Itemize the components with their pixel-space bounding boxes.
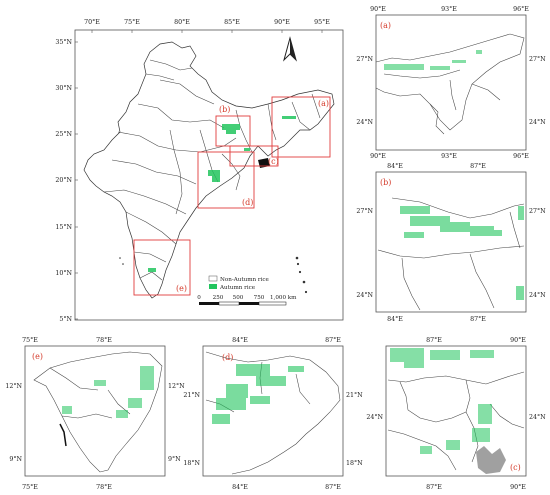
panel-e: 75°E 78°E 75°E 78°E 12°N 9°N 12°N 9°N (e… bbox=[5, 337, 185, 491]
map-legend: Non-Autumn rice Autumn rice bbox=[208, 275, 270, 291]
main-lon-tick: 75°E bbox=[124, 19, 140, 26]
panel-a-right-tick: 27°N bbox=[529, 56, 546, 63]
panel-label: (d) bbox=[222, 353, 233, 362]
panel-d-bottom-tick: 87°E bbox=[325, 484, 341, 491]
main-lat-tick: 10°N bbox=[55, 270, 72, 277]
panel-b-frame bbox=[375, 171, 527, 313]
panel-d-bottom-tick: 84°E bbox=[232, 484, 248, 491]
panel-d-left-tick: 18°N bbox=[183, 460, 200, 467]
panel-e-top-tick: 78°E bbox=[96, 337, 112, 344]
main-lat-tick: 30°N bbox=[55, 85, 72, 92]
panel-b-right-tick: 27°N bbox=[529, 208, 546, 215]
panel-c-bottom-tick: 87°E bbox=[426, 484, 442, 491]
panel-e-left-tick: 12°N bbox=[5, 383, 22, 390]
panel-c-left-tick: 24°N bbox=[366, 414, 383, 421]
panel-a-left-tick: 24°N bbox=[356, 119, 373, 126]
main-lon-tick: 70°E bbox=[84, 19, 100, 26]
region-box-label: (a) bbox=[318, 99, 329, 108]
panel-e-top-tick: 75°E bbox=[22, 337, 38, 344]
panel-a: 90°E 93°E 96°E 90°E 93°E 96°E 27°N 24°N … bbox=[356, 6, 546, 160]
region-box-e bbox=[133, 239, 191, 296]
panel-b-left-tick: 24°N bbox=[356, 292, 373, 299]
scale-label: 500 bbox=[233, 295, 244, 301]
panel-a-top-tick: 96°E bbox=[513, 6, 529, 13]
panel-c-right-tick: 24°N bbox=[529, 414, 546, 421]
panel-label: (a) bbox=[380, 21, 391, 30]
main-lat-tick: 5°N bbox=[59, 316, 72, 323]
main-lon-tick: 80°E bbox=[174, 19, 190, 26]
panel-b-top-tick: 87°E bbox=[470, 163, 486, 170]
legend-swatch-non-autumn bbox=[208, 275, 218, 282]
scale-bar: 0 250 500 750 1,000 km bbox=[197, 295, 297, 306]
panel-d: 84°E 87°E 84°E 87°E 21°N 18°N 21°N 18°N … bbox=[183, 337, 363, 491]
panel-a-top-tick: 93°E bbox=[441, 6, 457, 13]
legend-label: Autumn rice bbox=[219, 285, 256, 291]
panel-a-bottom-tick: 96°E bbox=[513, 153, 529, 160]
main-lat-tick: 25°N bbox=[55, 131, 72, 138]
panel-label: (c) bbox=[510, 463, 521, 472]
panel-e-left-tick: 9°N bbox=[9, 456, 22, 463]
region-box-a bbox=[271, 96, 331, 158]
scale-label: 250 bbox=[213, 295, 224, 301]
panel-c-bottom-tick: 90°E bbox=[510, 484, 526, 491]
panel-e-frame bbox=[24, 345, 166, 477]
region-box-label: (d) bbox=[242, 198, 253, 207]
panel-e-right-tick: 9°N bbox=[168, 456, 181, 463]
panel-b-top-tick: 84°E bbox=[387, 163, 403, 170]
main-lon-tick: 90°E bbox=[274, 19, 290, 26]
panel-e-bottom-tick: 75°E bbox=[22, 484, 38, 491]
panel-d-top-tick: 87°E bbox=[325, 337, 341, 344]
panel-label: (e) bbox=[32, 352, 43, 361]
main-lon-tick: 95°E bbox=[314, 19, 330, 26]
legend-label: Non-Autumn rice bbox=[220, 277, 270, 283]
panel-c: 87°E 90°E 87°E 90°E 24°N 24°N (c) bbox=[366, 337, 546, 491]
panel-d-right-tick: 21°N bbox=[346, 392, 363, 399]
scale-label: 750 bbox=[254, 295, 265, 301]
panel-e-bottom-tick: 78°E bbox=[96, 484, 112, 491]
scale-label: 1,000 km bbox=[270, 295, 297, 301]
panel-b-left-tick: 27°N bbox=[356, 208, 373, 215]
panel-b: 84°E 87°E 84°E 87°E 27°N 24°N 27°N 24°N … bbox=[356, 163, 546, 323]
panel-a-right-tick: 24°N bbox=[529, 119, 546, 126]
main-lat-tick: 15°N bbox=[55, 224, 72, 231]
scale-label: 0 bbox=[197, 295, 201, 301]
panel-a-top-tick: 90°E bbox=[370, 6, 386, 13]
panel-e-right-tick: 12°N bbox=[168, 383, 185, 390]
panel-a-frame bbox=[375, 14, 527, 151]
panel-c-top-tick: 90°E bbox=[510, 337, 526, 344]
panel-b-bottom-tick: 87°E bbox=[470, 316, 486, 323]
panel-a-bottom-tick: 90°E bbox=[370, 153, 386, 160]
region-box-label: (b) bbox=[219, 105, 230, 114]
panel-d-left-tick: 21°N bbox=[183, 392, 200, 399]
panel-d-frame bbox=[202, 345, 344, 477]
main-map: 70°E 75°E 80°E 85°E 90°E 95°E 35°N 30°N … bbox=[55, 19, 344, 323]
legend-swatch-autumn bbox=[209, 284, 217, 289]
panel-b-bottom-tick: 84°E bbox=[387, 316, 403, 323]
main-lat-tick: 20°N bbox=[55, 177, 72, 184]
panel-label: (b) bbox=[380, 178, 391, 187]
panel-d-right-tick: 18°N bbox=[346, 460, 363, 467]
region-box-label: (e) bbox=[176, 284, 187, 293]
panel-d-top-tick: 84°E bbox=[232, 337, 248, 344]
north-arrow-icon bbox=[283, 36, 297, 62]
panel-b-right-tick: 24°N bbox=[529, 292, 546, 299]
panel-a-left-tick: 27°N bbox=[356, 56, 373, 63]
main-lon-tick: 85°E bbox=[224, 19, 240, 26]
region-box-d bbox=[197, 151, 255, 209]
region-box-label: (c) bbox=[268, 157, 279, 166]
panel-a-bottom-tick: 93°E bbox=[441, 153, 457, 160]
main-lat-tick: 35°N bbox=[55, 39, 72, 46]
panel-c-top-tick: 87°E bbox=[426, 337, 442, 344]
